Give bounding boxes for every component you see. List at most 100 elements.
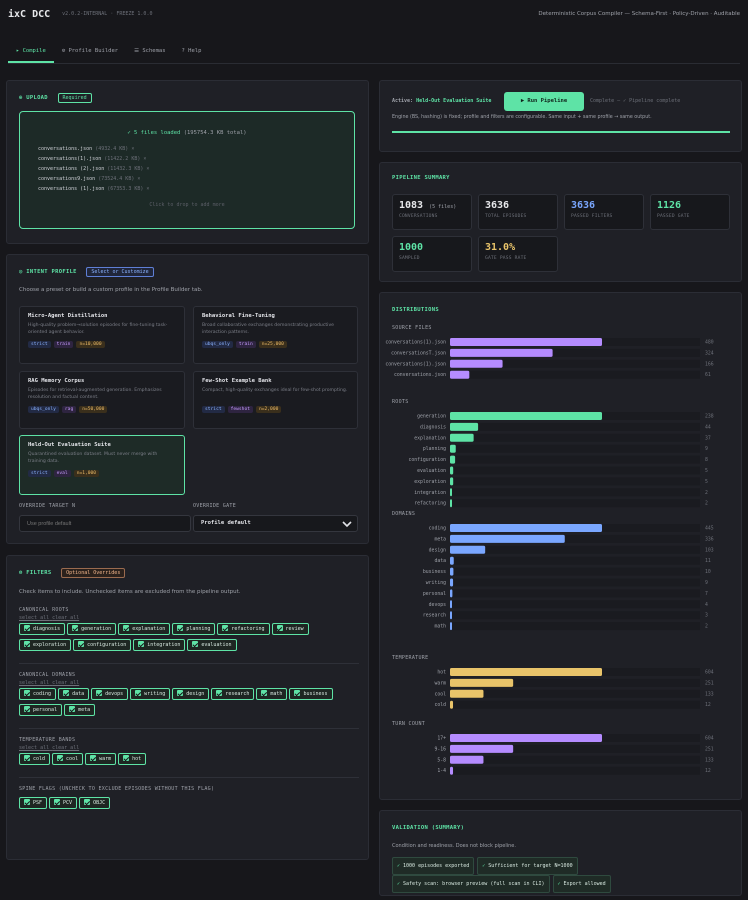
checkbox-checked-icon[interactable] <box>123 625 130 631</box>
filter-chip[interactable]: OBJC <box>79 797 111 809</box>
profile-card[interactable]: RAG Memory Corpus Episodes for retrieval-… <box>19 371 185 429</box>
gear-icon: ⚙ <box>61 48 66 54</box>
filter-chip[interactable]: integration <box>133 639 186 651</box>
checkbox-checked-icon[interactable] <box>24 706 30 712</box>
filter-chip[interactable]: diagnosis <box>19 623 66 635</box>
distribution-chart: 17+ 604 9-16 251 5-8 133 1-4 12 <box>434 734 714 775</box>
checkbox-checked-icon[interactable] <box>123 755 130 761</box>
distribution-section-label: SOURCE FILES <box>392 325 432 331</box>
filter-chip[interactable]: data <box>58 688 90 700</box>
filter-chip[interactable]: math <box>256 688 288 700</box>
checkbox-checked-icon[interactable] <box>63 690 70 696</box>
filter-chip[interactable]: writing <box>130 688 171 700</box>
filter-chip[interactable]: research <box>211 688 255 700</box>
filter-group-label: SPINE FLAGS (UNCHECK TO EXCLUDE EPISODES… <box>19 786 215 792</box>
checkbox-checked-icon[interactable] <box>177 625 184 631</box>
tab-compile[interactable]: ▸ Compile <box>8 44 54 63</box>
filter-chip[interactable]: review <box>271 623 309 635</box>
checkbox-checked-icon[interactable] <box>261 690 268 696</box>
filter-chip-label: OBJC <box>93 800 106 806</box>
checkbox-checked-icon[interactable] <box>222 625 229 631</box>
remove-file-icon[interactable]: × <box>143 166 150 172</box>
filter-chip[interactable]: devops <box>91 688 129 700</box>
checkbox-checked-icon[interactable] <box>177 690 184 696</box>
checkbox-checked-icon[interactable] <box>24 755 30 761</box>
filter-chip[interactable]: coding <box>19 688 57 700</box>
filter-chip[interactable]: cool <box>52 753 84 765</box>
checkbox-checked-icon[interactable] <box>72 625 79 631</box>
checkbox-checked-icon[interactable] <box>138 641 145 647</box>
validation-checks: ✓ 1000 episodes exported ✓ Sufficient for… <box>392 857 652 893</box>
filter-chip[interactable]: generation <box>67 623 117 635</box>
run-pipeline-button[interactable]: ▶ Run Pipeline <box>504 92 584 111</box>
bar-track <box>450 477 700 486</box>
checkbox-checked-icon[interactable] <box>24 799 30 805</box>
filter-chip[interactable]: business <box>289 688 333 700</box>
checkbox-checked-icon[interactable] <box>135 690 142 696</box>
profile-title: Few-Shot Example Bank <box>202 378 272 384</box>
bar-track <box>450 678 700 687</box>
tab-schemas[interactable]: ☰ Schemas <box>126 44 173 63</box>
checkbox-checked-icon[interactable] <box>294 690 301 696</box>
remove-file-icon[interactable]: × <box>128 146 135 152</box>
bar-track <box>450 444 700 453</box>
clear-all-link[interactable]: clear all <box>52 680 80 686</box>
filter-chip[interactable]: PCV <box>49 797 78 809</box>
checkbox-checked-icon[interactable] <box>54 799 61 805</box>
clear-all-link[interactable]: clear all <box>52 745 80 751</box>
remove-file-icon[interactable]: × <box>143 186 150 192</box>
checkbox-checked-icon[interactable] <box>90 755 97 761</box>
clear-all-link[interactable]: clear all <box>52 615 80 621</box>
filter-chip[interactable]: PSF <box>19 797 48 809</box>
override-target-n-input[interactable] <box>19 515 191 532</box>
filter-chip[interactable]: configuration <box>73 639 132 651</box>
filter-chip[interactable]: warm <box>85 753 117 765</box>
tab-profile-builder[interactable]: ⚙ Profile Builder <box>54 44 126 63</box>
bar-value: 3 <box>705 613 708 619</box>
checkbox-checked-icon[interactable] <box>192 641 199 647</box>
stat-tile: 3636 PASSED FILTERS <box>564 194 644 230</box>
checkbox-checked-icon[interactable] <box>276 625 283 631</box>
filter-chip[interactable]: evaluation <box>187 639 237 651</box>
upload-dropzone[interactable]: ✓ 5 files loaded (195754.3 KB total) con… <box>19 111 355 229</box>
select-all-link[interactable]: select all <box>19 745 50 751</box>
checkbox-checked-icon[interactable] <box>24 625 30 631</box>
filter-chip-label: explanation <box>132 626 166 632</box>
tab-help[interactable]: ? Help <box>174 44 210 63</box>
filter-chip[interactable]: exploration <box>19 639 72 651</box>
profile-tag: strict <box>28 470 51 477</box>
bar-label: data <box>434 558 446 564</box>
checkbox-checked-icon[interactable] <box>69 706 76 712</box>
intent-title: INTENT PROFILE <box>26 269 77 275</box>
filter-chip[interactable]: personal <box>19 704 63 716</box>
checkbox-checked-icon[interactable] <box>24 690 30 696</box>
checkbox-checked-icon[interactable] <box>96 690 103 696</box>
profile-card[interactable]: Behavioral Fine-Tuning Broad collaborativ… <box>193 306 358 364</box>
bar-label: conversations(1).json <box>385 361 446 367</box>
filter-chip[interactable]: meta <box>64 704 96 716</box>
profile-card[interactable]: Held-Out Evaluation Suite Quarantined eva… <box>19 435 185 495</box>
bar-value: 61 <box>705 372 711 378</box>
profile-card[interactable]: Micro-Agent Distillation High-quality pro… <box>19 306 185 364</box>
checkbox-checked-icon[interactable] <box>57 755 64 761</box>
override-gate-select[interactable]: Profile default <box>193 515 358 532</box>
filter-chip[interactable]: cold <box>19 753 51 765</box>
stat-value: 31.0% <box>485 242 551 253</box>
file-size: (73524.4 KB) <box>98 176 135 182</box>
remove-file-icon[interactable]: × <box>134 176 141 182</box>
remove-file-icon[interactable]: × <box>140 156 147 162</box>
checkbox-checked-icon[interactable] <box>216 690 223 696</box>
select-all-link[interactable]: select all <box>19 680 50 686</box>
filter-chip[interactable]: design <box>172 688 210 700</box>
checkbox-checked-icon[interactable] <box>24 641 30 647</box>
checkbox-checked-icon[interactable] <box>78 641 85 647</box>
profile-card[interactable]: Few-Shot Example Bank Compact, high-quali… <box>193 371 358 429</box>
filter-chip[interactable]: explanation <box>118 623 171 635</box>
bar-value: 11 <box>705 558 711 564</box>
filter-chip[interactable]: refactoring <box>217 623 270 635</box>
select-all-link[interactable]: select all <box>19 615 50 621</box>
stat-value: 1000 <box>399 242 465 253</box>
filter-chip[interactable]: planning <box>172 623 216 635</box>
checkbox-checked-icon[interactable] <box>84 799 91 805</box>
filter-chip[interactable]: hot <box>118 753 147 765</box>
